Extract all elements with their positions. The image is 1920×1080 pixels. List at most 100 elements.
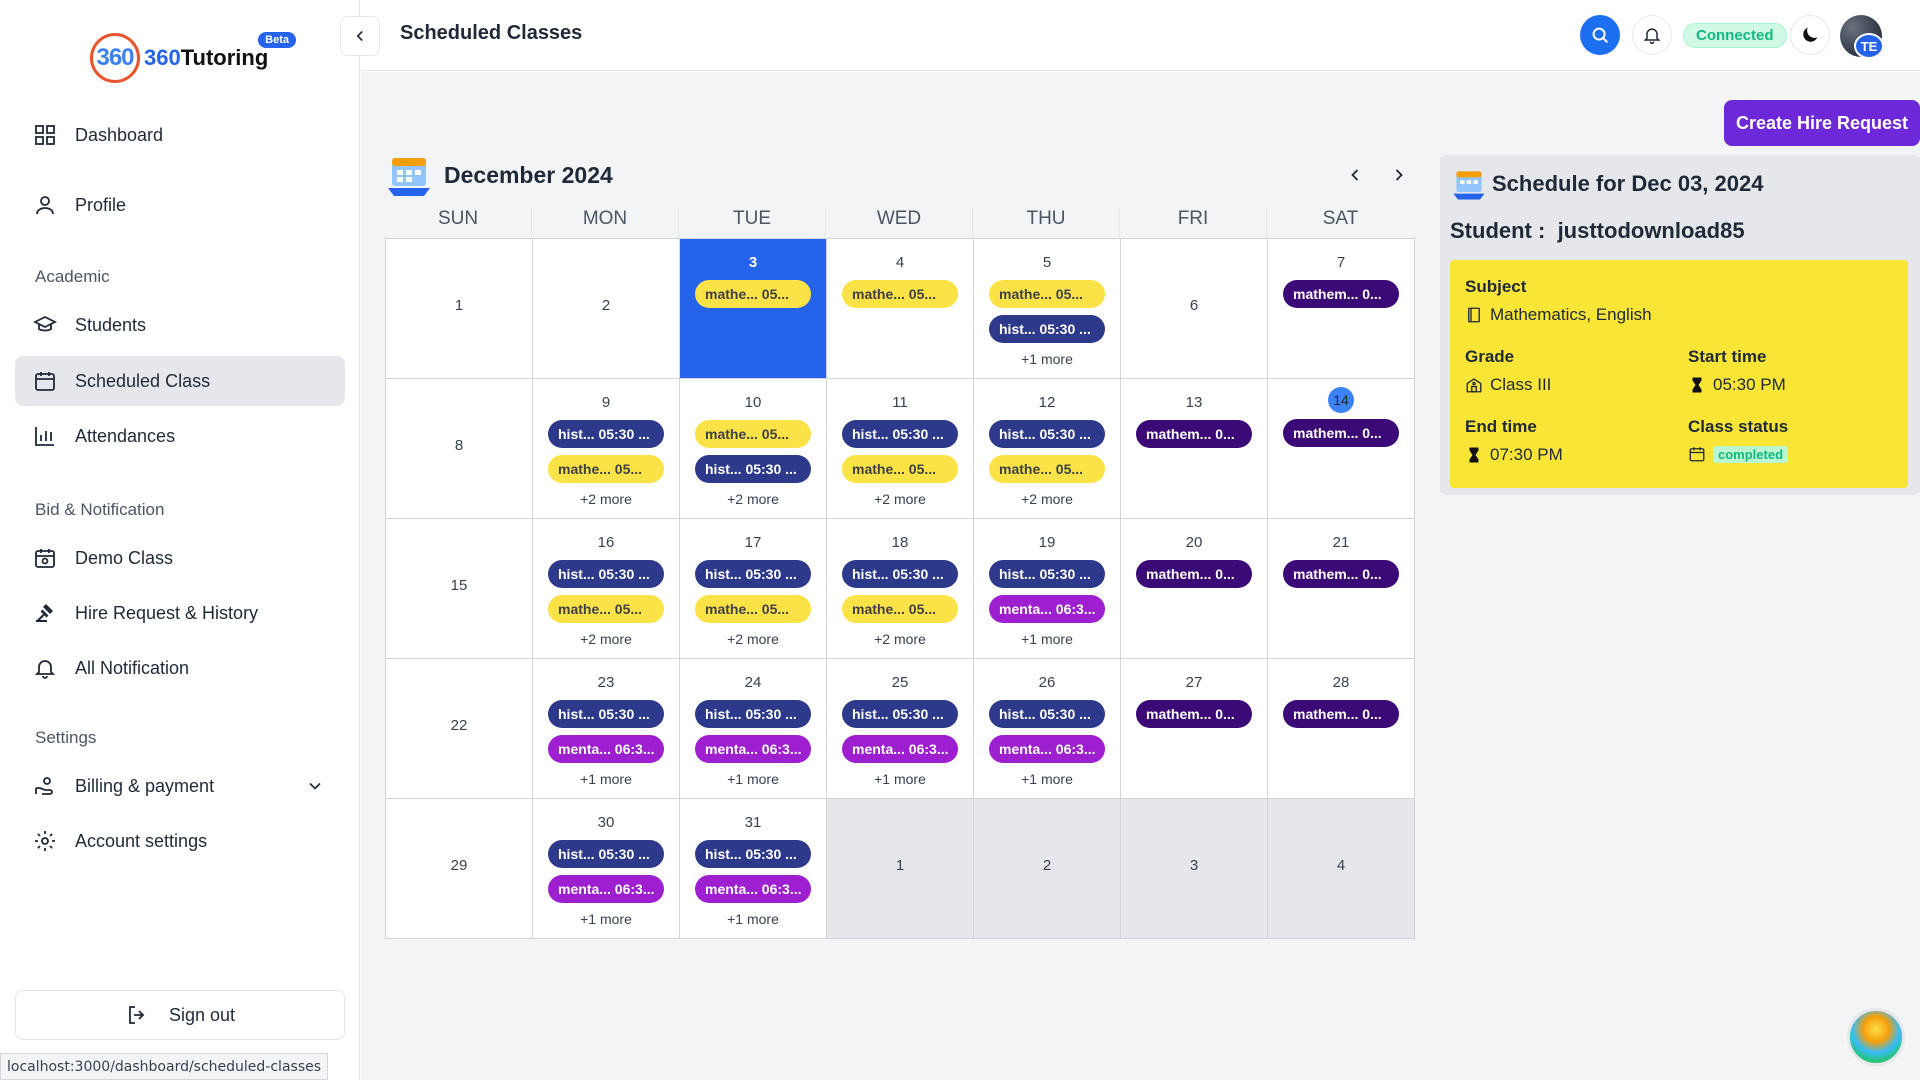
class-event-chip[interactable]: mathem... 0... xyxy=(1283,700,1399,728)
nav-hire-request[interactable]: Hire Request & History xyxy=(15,588,345,638)
calendar-day-cell[interactable]: 14 mathem... 0... xyxy=(1268,379,1415,519)
calendar-day-cell[interactable]: 2 xyxy=(533,239,680,379)
calendar-day-cell[interactable]: 12 hist... 05:30 ... mathe... 05... +2 more xyxy=(974,379,1121,519)
calendar-day-cell[interactable]: 2 xyxy=(974,799,1121,939)
nav-dashboard[interactable]: Dashboard xyxy=(15,110,345,160)
class-event-chip[interactable]: hist... 05:30 ... xyxy=(842,420,958,448)
more-events-link[interactable]: +2 more xyxy=(580,631,632,647)
more-events-link[interactable]: +1 more xyxy=(580,911,632,927)
class-event-chip[interactable]: mathem... 0... xyxy=(1136,420,1252,448)
search-button[interactable] xyxy=(1580,15,1620,55)
class-event-chip[interactable]: mathe... 05... xyxy=(695,280,811,308)
more-events-link[interactable]: +1 more xyxy=(727,771,779,787)
class-event-chip[interactable]: hist... 05:30 ... xyxy=(989,560,1105,588)
class-event-chip[interactable]: hist... 05:30 ... xyxy=(989,700,1105,728)
calendar-day-cell[interactable]: 31 hist... 05:30 ... menta... 06:3... +1 mo… xyxy=(680,799,827,939)
class-event-chip[interactable]: menta... 06:3... xyxy=(842,735,958,763)
more-events-link[interactable]: +2 more xyxy=(727,631,779,647)
class-event-chip[interactable]: mathe... 05... xyxy=(695,595,811,623)
nav-students[interactable]: Students xyxy=(15,300,345,350)
class-event-chip[interactable]: hist... 05:30 ... xyxy=(548,840,664,868)
more-events-link[interactable]: +1 more xyxy=(1021,351,1073,367)
collapse-sidebar-button[interactable] xyxy=(340,16,380,56)
class-event-chip[interactable]: hist... 05:30 ... xyxy=(989,315,1105,343)
notifications-button[interactable] xyxy=(1632,15,1672,55)
class-detail-card[interactable]: Subject Mathematics, English Grade Class… xyxy=(1450,260,1908,488)
calendar-day-cell[interactable]: 30 hist... 05:30 ... menta... 06:3... +1 mo… xyxy=(533,799,680,939)
calendar-day-cell[interactable]: 26 hist... 05:30 ... menta... 06:3... +1 mo… xyxy=(974,659,1121,799)
calendar-day-cell[interactable]: 28 mathem... 0... xyxy=(1268,659,1415,799)
nav-profile[interactable]: Profile xyxy=(15,180,345,230)
calendar-day-cell[interactable]: 1 xyxy=(827,799,974,939)
class-event-chip[interactable]: hist... 05:30 ... xyxy=(989,420,1105,448)
calendar-day-cell[interactable]: 9 hist... 05:30 ... mathe... 05... +2 more xyxy=(533,379,680,519)
class-event-chip[interactable]: mathe... 05... xyxy=(548,455,664,483)
more-events-link[interactable]: +1 more xyxy=(874,771,926,787)
more-events-link[interactable]: +2 more xyxy=(874,631,926,647)
calendar-day-cell[interactable]: 11 hist... 05:30 ... mathe... 05... +2 more xyxy=(827,379,974,519)
more-events-link[interactable]: +1 more xyxy=(580,771,632,787)
class-event-chip[interactable]: menta... 06:3... xyxy=(989,735,1105,763)
sign-out-button[interactable]: Sign out xyxy=(15,990,345,1040)
more-events-link[interactable]: +2 more xyxy=(727,491,779,507)
more-events-link[interactable]: +1 more xyxy=(727,911,779,927)
calendar-day-cell[interactable]: 24 hist... 05:30 ... menta... 06:3... +1 mo… xyxy=(680,659,827,799)
class-event-chip[interactable]: hist... 05:30 ... xyxy=(695,560,811,588)
calendar-day-cell[interactable]: 3 xyxy=(1121,799,1268,939)
calendar-day-cell[interactable]: 4 mathe... 05... xyxy=(827,239,974,379)
class-event-chip[interactable]: hist... 05:30 ... xyxy=(842,700,958,728)
more-events-link[interactable]: +2 more xyxy=(874,491,926,507)
nav-billing[interactable]: Billing & payment xyxy=(15,761,345,811)
calendar-day-cell[interactable]: 15 xyxy=(386,519,533,659)
next-month-button[interactable] xyxy=(1384,160,1414,190)
more-events-link[interactable]: +1 more xyxy=(1021,631,1073,647)
theme-toggle-button[interactable] xyxy=(1790,15,1830,55)
help-chat-bubble[interactable] xyxy=(1847,1008,1905,1066)
calendar-day-cell[interactable]: 4 xyxy=(1268,799,1415,939)
calendar-day-cell[interactable]: 17 hist... 05:30 ... mathe... 05... +2 more xyxy=(680,519,827,659)
calendar-day-cell[interactable]: 1 xyxy=(386,239,533,379)
class-event-chip[interactable]: mathe... 05... xyxy=(842,595,958,623)
calendar-day-cell[interactable]: 18 hist... 05:30 ... mathe... 05... +2 more xyxy=(827,519,974,659)
class-event-chip[interactable]: menta... 06:3... xyxy=(695,735,811,763)
brand-logo[interactable]: 360 360Tutoring Beta xyxy=(90,30,300,86)
class-event-chip[interactable]: hist... 05:30 ... xyxy=(695,455,811,483)
class-event-chip[interactable]: menta... 06:3... xyxy=(548,735,664,763)
calendar-day-cell[interactable]: 13 mathem... 0... xyxy=(1121,379,1268,519)
calendar-day-cell[interactable]: 10 mathe... 05... hist... 05:30 ... +2 more xyxy=(680,379,827,519)
class-event-chip[interactable]: mathem... 0... xyxy=(1283,419,1399,447)
create-hire-request-button[interactable]: Create Hire Request xyxy=(1724,100,1920,146)
calendar-day-cell[interactable]: 16 hist... 05:30 ... mathe... 05... +2 more xyxy=(533,519,680,659)
calendar-day-cell[interactable]: 23 hist... 05:30 ... menta... 06:3... +1 mo… xyxy=(533,659,680,799)
calendar-day-cell[interactable]: 6 xyxy=(1121,239,1268,379)
more-events-link[interactable]: +1 more xyxy=(1021,771,1073,787)
class-event-chip[interactable]: hist... 05:30 ... xyxy=(548,560,664,588)
calendar-day-cell[interactable]: 25 hist... 05:30 ... menta... 06:3... +1 mo… xyxy=(827,659,974,799)
class-event-chip[interactable]: mathem... 0... xyxy=(1136,560,1252,588)
class-event-chip[interactable]: menta... 06:3... xyxy=(695,875,811,903)
nav-all-notification[interactable]: All Notification xyxy=(15,643,345,693)
class-event-chip[interactable]: hist... 05:30 ... xyxy=(548,420,664,448)
class-event-chip[interactable]: mathe... 05... xyxy=(548,595,664,623)
calendar-day-cell[interactable]: 3 mathe... 05... xyxy=(680,239,827,379)
previous-month-button[interactable] xyxy=(1340,160,1370,190)
calendar-day-cell[interactable]: 29 xyxy=(386,799,533,939)
class-event-chip[interactable]: mathe... 05... xyxy=(842,455,958,483)
calendar-day-cell[interactable]: 22 xyxy=(386,659,533,799)
class-event-chip[interactable]: mathe... 05... xyxy=(989,455,1105,483)
nav-account-settings[interactable]: Account settings xyxy=(15,816,345,866)
class-event-chip[interactable]: mathem... 0... xyxy=(1283,560,1399,588)
class-event-chip[interactable]: mathe... 05... xyxy=(989,280,1105,308)
calendar-day-cell[interactable]: 5 mathe... 05... hist... 05:30 ... +1 more xyxy=(974,239,1121,379)
class-event-chip[interactable]: menta... 06:3... xyxy=(989,595,1105,623)
nav-attendances[interactable]: Attendances xyxy=(15,411,345,461)
calendar-day-cell[interactable]: 20 mathem... 0... xyxy=(1121,519,1268,659)
class-event-chip[interactable]: mathe... 05... xyxy=(842,280,958,308)
class-event-chip[interactable]: mathem... 0... xyxy=(1283,280,1399,308)
class-event-chip[interactable]: hist... 05:30 ... xyxy=(842,560,958,588)
more-events-link[interactable]: +2 more xyxy=(1021,491,1073,507)
nav-scheduled-class[interactable]: Scheduled Class xyxy=(15,356,345,406)
more-events-link[interactable]: +2 more xyxy=(580,491,632,507)
calendar-day-cell[interactable]: 19 hist... 05:30 ... menta... 06:3... +1 mo… xyxy=(974,519,1121,659)
calendar-day-cell[interactable]: 27 mathem... 0... xyxy=(1121,659,1268,799)
